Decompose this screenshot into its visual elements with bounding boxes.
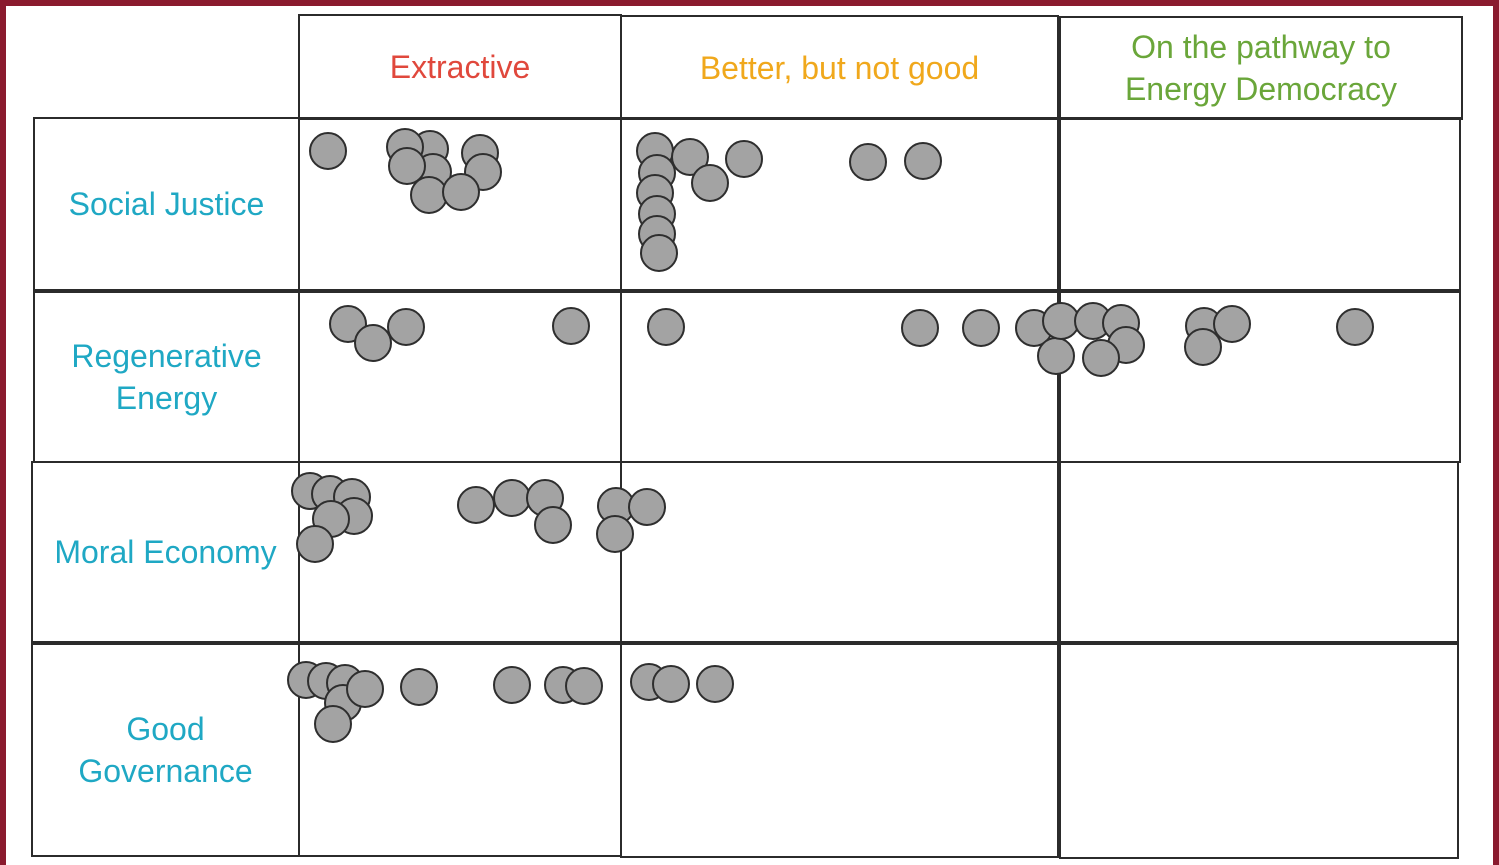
dot-marker xyxy=(442,173,480,211)
row-header-moral-economy-label: Moral Economy xyxy=(54,534,277,570)
dot-marker xyxy=(1037,337,1075,375)
matrix-canvas: Extractive Better, but not good On the p… xyxy=(6,6,1493,865)
dot-marker xyxy=(628,488,666,526)
dot-marker xyxy=(309,132,347,170)
column-header-extractive: Extractive xyxy=(298,14,622,120)
dot-marker xyxy=(696,665,734,703)
cell-good-governance-democracy xyxy=(1059,643,1459,859)
cell-moral-economy-democracy xyxy=(1059,461,1459,643)
dot-marker xyxy=(552,307,590,345)
dot-marker xyxy=(596,515,634,553)
dot-marker xyxy=(1082,339,1120,377)
dot-marker xyxy=(296,525,334,563)
column-header-better-label: Better, but not good xyxy=(699,49,980,86)
dot-marker xyxy=(457,486,495,524)
dot-marker xyxy=(1184,328,1222,366)
cell-social-justice-better xyxy=(620,117,1059,291)
row-header-regenerative-energy: Regenerative Energy xyxy=(33,291,300,463)
dot-marker xyxy=(725,140,763,178)
column-header-energy-democracy-label: On the pathway to Energy Democracy xyxy=(1124,29,1398,107)
dot-marker xyxy=(565,667,603,705)
column-header-energy-democracy: On the pathway to Energy Democracy xyxy=(1059,16,1463,120)
dot-marker xyxy=(647,308,685,346)
row-header-social-justice: Social Justice xyxy=(33,117,300,291)
row-header-social-justice-label: Social Justice xyxy=(68,186,265,222)
column-header-extractive-label: Extractive xyxy=(389,49,531,85)
dot-marker xyxy=(1042,302,1080,340)
cell-moral-economy-better xyxy=(620,461,1059,643)
dot-marker xyxy=(849,143,887,181)
dot-marker xyxy=(962,309,1000,347)
dot-marker xyxy=(400,668,438,706)
cell-good-governance-better xyxy=(620,643,1059,858)
cell-social-justice-democracy xyxy=(1059,117,1461,291)
dot-marker xyxy=(1336,308,1374,346)
dot-marker xyxy=(901,309,939,347)
row-header-regenerative-energy-label: Regenerative Energy xyxy=(71,338,262,416)
dot-marker xyxy=(354,324,392,362)
row-header-good-governance-label: Good Governance xyxy=(78,711,253,789)
row-header-good-governance: Good Governance xyxy=(31,643,300,857)
row-header-moral-economy: Moral Economy xyxy=(31,461,300,643)
dot-marker xyxy=(314,705,352,743)
dot-marker xyxy=(493,666,531,704)
column-header-better-but-not-good: Better, but not good xyxy=(620,15,1059,120)
dot-marker xyxy=(534,506,572,544)
dot-marker xyxy=(652,665,690,703)
dot-marker xyxy=(904,142,942,180)
dot-marker xyxy=(671,138,709,176)
dot-marker xyxy=(493,479,531,517)
dot-marker xyxy=(640,234,678,272)
dot-marker xyxy=(346,670,384,708)
dot-marker xyxy=(410,176,448,214)
dot-marker xyxy=(691,164,729,202)
dot-marker xyxy=(387,308,425,346)
dot-marker xyxy=(464,153,502,191)
